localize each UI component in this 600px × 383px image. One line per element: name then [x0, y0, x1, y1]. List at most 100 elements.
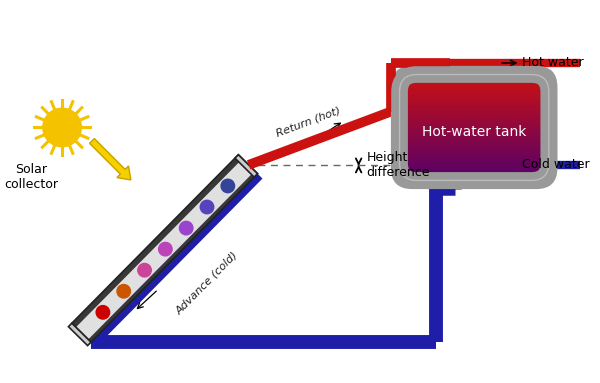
Bar — [400, 167, 549, 169]
Bar — [400, 177, 549, 179]
Bar — [400, 137, 549, 139]
Bar — [400, 83, 549, 85]
Bar — [400, 99, 549, 101]
Bar — [400, 136, 549, 138]
Bar — [400, 151, 549, 153]
Circle shape — [221, 179, 235, 193]
Bar — [400, 140, 549, 142]
Bar — [400, 159, 549, 160]
Bar — [400, 110, 549, 111]
Bar — [400, 85, 549, 87]
Text: Hot water: Hot water — [523, 56, 584, 69]
Bar — [400, 74, 549, 76]
Bar — [400, 139, 549, 141]
Polygon shape — [72, 155, 242, 327]
Bar — [400, 107, 549, 109]
Bar — [400, 113, 549, 114]
Text: Cold water: Cold water — [523, 158, 590, 171]
Bar — [400, 156, 549, 158]
Bar — [400, 134, 549, 136]
Circle shape — [158, 242, 172, 256]
Bar — [400, 82, 549, 84]
Circle shape — [117, 285, 130, 298]
Circle shape — [96, 306, 110, 319]
Bar — [400, 81, 549, 82]
Bar — [400, 116, 549, 118]
Polygon shape — [88, 171, 257, 342]
Bar — [400, 86, 549, 88]
Bar — [400, 97, 549, 98]
Polygon shape — [68, 323, 91, 345]
Bar — [400, 100, 549, 102]
Bar — [400, 157, 549, 159]
Bar — [400, 164, 549, 166]
Text: Advance (cold): Advance (cold) — [174, 249, 239, 316]
Bar — [400, 178, 549, 180]
Bar — [400, 160, 549, 162]
Bar — [400, 90, 549, 92]
Bar — [400, 131, 549, 133]
Text: Height
difference: Height difference — [367, 151, 430, 180]
Bar — [400, 171, 549, 172]
Bar — [400, 108, 549, 110]
Bar — [400, 106, 549, 108]
Circle shape — [200, 200, 214, 214]
Bar — [400, 146, 549, 147]
Bar — [400, 161, 549, 163]
Bar — [400, 91, 549, 93]
Bar — [400, 132, 549, 134]
Bar — [400, 149, 549, 151]
Bar — [400, 118, 549, 119]
Bar — [400, 168, 549, 170]
Bar — [400, 135, 549, 137]
Bar — [400, 144, 549, 146]
Bar — [400, 123, 549, 125]
Bar — [400, 147, 549, 149]
Bar — [400, 175, 549, 177]
Bar — [400, 148, 549, 150]
Bar — [400, 173, 549, 175]
Bar — [400, 152, 549, 154]
Bar — [400, 95, 549, 97]
Bar — [400, 87, 549, 89]
Bar — [400, 142, 549, 143]
Bar — [400, 114, 549, 116]
Polygon shape — [235, 155, 257, 177]
Bar — [400, 75, 549, 77]
Bar — [400, 88, 549, 90]
FancyBboxPatch shape — [391, 66, 557, 189]
Bar — [400, 154, 549, 155]
Bar — [400, 126, 549, 128]
Bar — [400, 122, 549, 123]
Text: Solar
collector: Solar collector — [4, 162, 58, 191]
Circle shape — [179, 221, 193, 235]
Text: Hot-water tank: Hot-water tank — [422, 125, 526, 139]
Bar — [400, 98, 549, 100]
Bar — [400, 155, 549, 157]
Bar — [400, 102, 549, 104]
Bar — [400, 124, 549, 126]
Text: Return (hot): Return (hot) — [275, 105, 342, 139]
Polygon shape — [76, 159, 255, 339]
Bar — [400, 169, 549, 171]
Circle shape — [43, 108, 82, 147]
FancyArrow shape — [89, 139, 131, 180]
Bar — [400, 77, 549, 79]
Bar — [400, 129, 549, 131]
Bar — [400, 128, 549, 130]
Bar — [400, 105, 549, 106]
Bar — [400, 143, 549, 145]
Bar — [400, 115, 549, 117]
Bar — [400, 103, 549, 105]
Bar — [400, 79, 549, 81]
Bar — [400, 93, 549, 94]
Bar — [400, 172, 549, 174]
Bar — [400, 120, 549, 122]
Bar — [400, 111, 549, 113]
Bar — [400, 163, 549, 165]
Bar — [400, 119, 549, 121]
Bar — [400, 94, 549, 96]
Circle shape — [138, 264, 151, 277]
Bar — [400, 165, 549, 167]
Bar — [400, 78, 549, 80]
